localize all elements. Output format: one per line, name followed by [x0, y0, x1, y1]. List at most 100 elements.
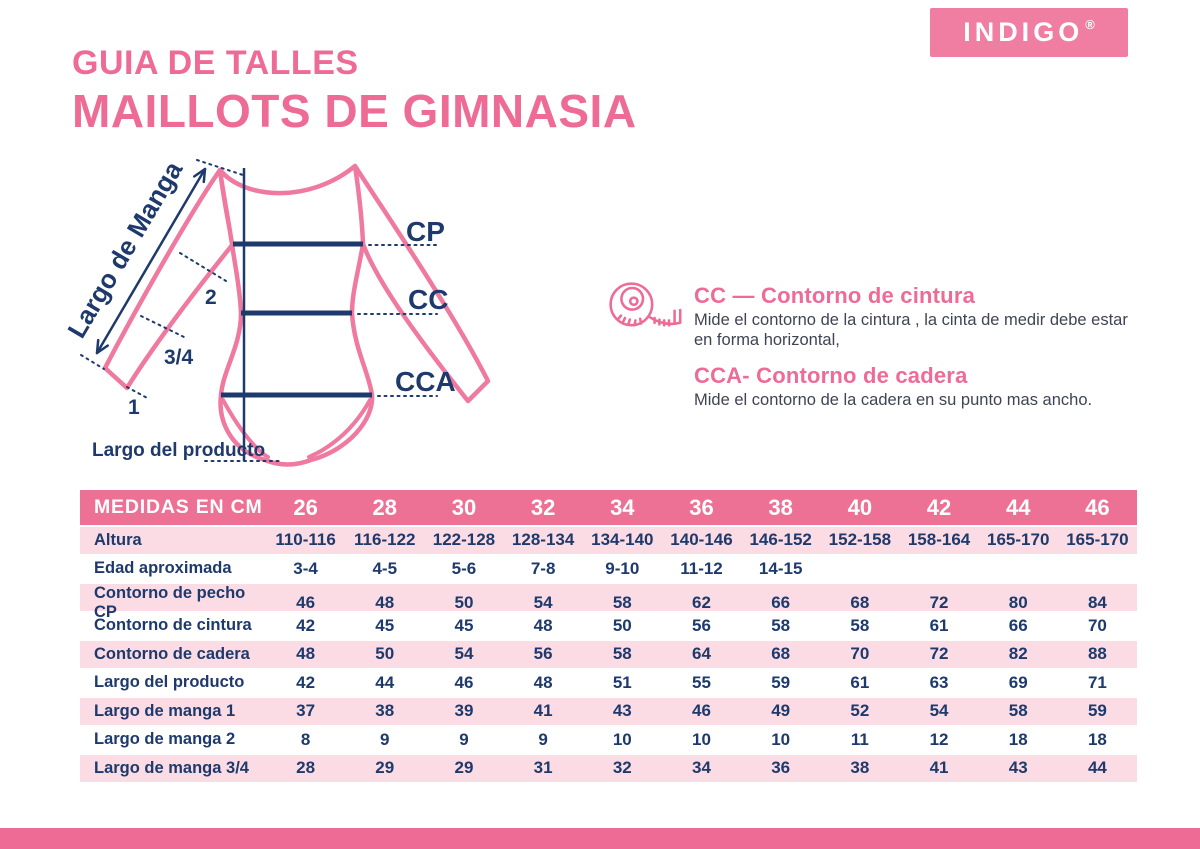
measurement-cell: 66: [771, 593, 791, 612]
size-column-header: 38: [768, 494, 793, 520]
measurement-cell: 9: [538, 729, 548, 749]
size-column-header: 32: [530, 494, 556, 520]
measurement-cell: 38: [375, 701, 395, 721]
row-label: Largo de manga 1: [94, 701, 236, 720]
cc-label: CC: [408, 284, 448, 315]
table-header-label: MEDIDAS EN CM: [94, 496, 263, 518]
table-header-row: MEDIDAS EN CM 26 28 30 32 34 36 38 40 42 44 46: [80, 490, 1137, 527]
cca-label: CCA: [395, 366, 456, 397]
size-column-header: 34: [610, 494, 635, 520]
measurement-cell: 29: [454, 758, 474, 778]
registered-trademark-symbol: ®: [1085, 17, 1095, 32]
page-titles: GUIA DE TALLES MAILLOTS DE GIMNASIA: [72, 44, 637, 138]
measurement-cell: 165-170: [1066, 530, 1129, 550]
page-title: MAILLOTS DE GIMNASIA: [72, 85, 637, 138]
sleeve-2-tick-dots: [179, 252, 227, 282]
measurement-cell: 61: [850, 672, 870, 692]
measurement-cell: 3-4: [293, 558, 318, 578]
mark-2-label: 2: [205, 286, 217, 309]
measurement-cell: 10: [771, 729, 791, 749]
measurement-cell: 10: [692, 729, 711, 749]
measurement-cell: 45: [454, 615, 474, 635]
measurement-cell: 48: [533, 615, 553, 635]
measurement-cell: 140-146: [670, 530, 733, 550]
measurement-cell: 51: [612, 672, 632, 692]
measurement-cell: 41: [533, 701, 553, 721]
table-row: Contorno de cadera 48 50 54 56 58 64 68 70 72 82 88: [80, 641, 1137, 670]
measurement-cell: 58: [612, 593, 632, 612]
table-body: Altura 110-116 116-122 122-128 128-134 134-14…: [80, 527, 1137, 784]
size-column-header: 40: [847, 494, 873, 520]
measurement-cell: 48: [533, 672, 553, 692]
measurement-cell: 49: [771, 701, 791, 721]
measurement-cell: 68: [771, 644, 791, 664]
table-row: Largo del producto 42 44 46 48 51 55 59 61 63 69 71: [80, 669, 1137, 698]
brand-logo: INDIGO ®: [930, 8, 1128, 57]
table-row: Largo de manga 1 37 38 39 41 43 46 49 52 54 58 59: [80, 698, 1137, 727]
measurement-cell: 7-8: [530, 558, 556, 578]
measurement-cell: 56: [533, 644, 553, 664]
measurement-cell: 59: [1087, 701, 1107, 721]
measurement-cell: 44: [375, 672, 395, 692]
arrowhead-bottom: [95, 338, 109, 355]
measurement-cell: 72: [929, 593, 949, 612]
measurement-cell: 5-6: [451, 558, 477, 578]
measurement-cell: 48: [375, 593, 395, 612]
measurement-cell: 41: [929, 758, 949, 778]
measurement-cell: 36: [771, 758, 791, 778]
measurement-cell: 84: [1087, 593, 1107, 612]
brand-logo-text: INDIGO: [963, 17, 1084, 47]
measurement-cell: 9: [459, 729, 469, 749]
row-label: Largo del producto: [94, 673, 245, 692]
row-label: Edad aproximada: [94, 559, 232, 578]
shoulder-tick-dots: [196, 159, 247, 177]
row-label: Largo de manga 3/4: [94, 758, 249, 777]
measurement-cell: 64: [692, 644, 711, 664]
measurement-cell: 146-152: [749, 530, 812, 550]
table-row: Contorno de pecho CP 46 48 50 54 58 62 66 68 72 80…: [80, 584, 1137, 621]
row-label: Contorno de cadera: [94, 644, 250, 663]
measurement-cell: 9-10: [605, 558, 640, 578]
measurement-cell: 134-140: [591, 530, 654, 550]
page-subtitle: GUIA DE TALLES: [72, 44, 359, 82]
table-row: Contorno de cintura 42 45 45 48 50 56 58 58 61 66 7…: [80, 612, 1137, 641]
measurement-cell: 14-15: [758, 558, 803, 578]
measurement-cell: 61: [929, 615, 949, 635]
measuring-tape-icon: [609, 282, 682, 327]
measurement-cell: 11-12: [680, 558, 723, 578]
measurement-cell: 82: [1008, 644, 1028, 664]
measurement-cell: 52: [850, 701, 870, 721]
mark-1-label: 1: [128, 396, 140, 419]
measurement-cell: 43: [612, 701, 632, 721]
row-label: Contorno de cintura: [94, 616, 252, 635]
legend-cca-title: CCA- Contorno de cadera: [694, 363, 968, 388]
measurement-cell: 38: [850, 758, 870, 778]
left-leg-opening: [221, 398, 270, 459]
measurement-cell: 11: [850, 729, 869, 749]
measurement-cell: 158-164: [907, 530, 971, 550]
size-column-header: 44: [1005, 494, 1031, 520]
measurement-cell: 88: [1087, 644, 1107, 664]
measurement-cell: 128-134: [511, 530, 575, 550]
measurement-cell: 34: [692, 758, 711, 778]
measurement-cell: 54: [929, 701, 949, 721]
measurement-cell: 37: [296, 701, 316, 721]
measurement-cell: 48: [296, 644, 316, 664]
measurement-cell: 54: [454, 644, 474, 664]
measurement-cell: 68: [850, 593, 870, 612]
measurement-cell: 4-5: [372, 558, 398, 578]
measurement-cell: 54: [533, 593, 553, 612]
legend-cc-title: CC — Contorno de cintura: [694, 283, 976, 308]
measurement-cell: 58: [850, 615, 870, 635]
sleeve-34-tick-dots: [140, 315, 187, 339]
measurement-cell: 70: [1087, 615, 1107, 635]
table-row: Largo de manga 2 8 9 9 9 10 10 10 11 12 18 18: [80, 726, 1137, 755]
legend-cca-description: Mide el contorno de la cadera en su punt…: [694, 391, 1093, 409]
size-column-header: 26: [293, 494, 318, 520]
measurement-cell: 29: [375, 758, 395, 778]
measurement-cell: 58: [1008, 701, 1028, 721]
measurement-cell: 56: [692, 615, 711, 635]
measurement-cell: 69: [1008, 672, 1028, 692]
measurement-cell: 31: [533, 758, 553, 778]
